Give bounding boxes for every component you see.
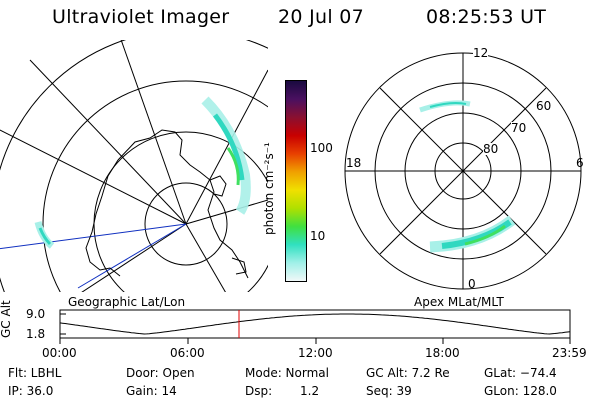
info-ip: IP: 36.0 [8, 384, 54, 398]
geographic-caption: Geographic Lat/Lon [68, 295, 186, 309]
mlt-label-0: 0 [468, 277, 476, 291]
magnetic-caption: Apex MLat/MLT [414, 295, 504, 309]
info-filter: Flt: LBHL [8, 366, 62, 380]
color-scale-bar [285, 80, 307, 282]
info-glat: GLat: −74.4 [484, 366, 557, 380]
timeline-xtick-0000: 00:00 [42, 346, 77, 360]
mlat-label-80: 80 [483, 142, 499, 156]
mlat-label-70: 70 [511, 121, 527, 135]
info-gc-alt: GC Alt: 7.2 Re [366, 366, 450, 380]
info-door: Door: Open [126, 366, 195, 380]
info-gain: Gain: 14 [126, 384, 177, 398]
timeline-axis-label: GC Alt [0, 300, 13, 338]
mlt-label-12: 12 [473, 46, 489, 60]
timeline-xtick-1800: 18:00 [425, 346, 460, 360]
info-dsp-value: 1.2 [300, 384, 320, 398]
colorbar-tick-10: 10 [310, 229, 326, 243]
info-glon: GLon: 128.0 [484, 384, 557, 398]
info-mode: Mode: Normal [245, 366, 329, 380]
timeline-xtick-0600: 06:00 [170, 346, 205, 360]
mlt-label-18: 18 [346, 156, 362, 170]
date-label: 20 Jul 07 [278, 6, 365, 28]
info-seq: Seq: 39 [366, 384, 412, 398]
info-dsp-label: Dsp: [245, 384, 273, 398]
timeline-xtick-2359: 23:59 [552, 346, 587, 360]
mlat-label-60: 60 [536, 99, 552, 113]
mlt-label-6: 6 [576, 156, 584, 170]
timeline-ytick-1-8: 1.8 [26, 327, 46, 341]
timeline-xtick-1200: 12:00 [298, 346, 333, 360]
time-label: 08:25:53 UT [426, 6, 547, 28]
timeline-ytick-9: 9.0 [26, 307, 46, 321]
colorbar-tick-100: 100 [310, 141, 333, 155]
instrument-title: Ultraviolet Imager [52, 6, 230, 28]
